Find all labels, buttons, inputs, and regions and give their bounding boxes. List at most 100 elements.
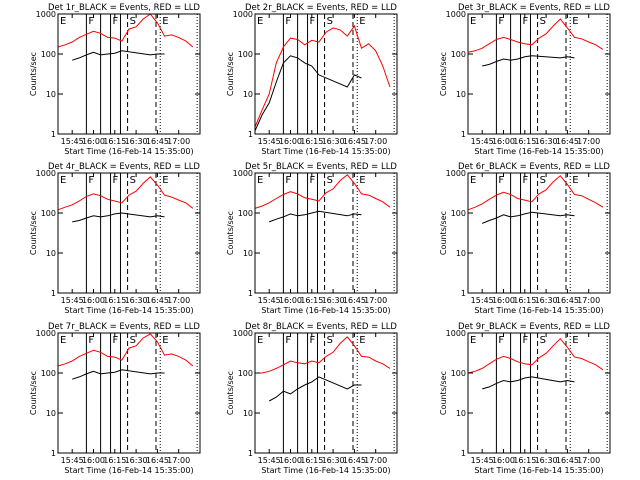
- x-tick-label: 16:15: [103, 296, 126, 305]
- events-series-line: [269, 210, 362, 223]
- x-tick-label: 16:15: [103, 137, 126, 146]
- event-marker-label: E: [60, 175, 66, 186]
- event-marker-label: F: [523, 16, 529, 27]
- y-tick-label: 1000: [446, 329, 466, 338]
- event-marker-label: E: [359, 175, 365, 186]
- x-tick-label: 15:45: [471, 456, 494, 465]
- y-tick-label: 100: [41, 50, 56, 59]
- y-axis-label: Counts/sec: [29, 371, 38, 415]
- events-series-line: [254, 55, 362, 132]
- event-marker-label: E: [359, 16, 365, 27]
- plot-frame: [467, 13, 611, 135]
- events-series-line: [72, 212, 165, 223]
- event-marker-label: F: [113, 16, 119, 27]
- y-tick-label: 100: [238, 50, 253, 59]
- x-tick-label: 16:45: [556, 456, 579, 465]
- panel-title: Det 3r_BLACK = Events, RED = LLD: [458, 3, 610, 13]
- event-marker-label: F: [498, 335, 504, 346]
- event-marker-label: E: [162, 16, 168, 27]
- x-axis-label: Start Time (16-Feb-14 15:35:00): [474, 306, 603, 315]
- event-marker-label: F: [523, 335, 529, 346]
- y-tick-label: 1: [461, 289, 466, 298]
- y-tick-label: 10: [456, 409, 466, 418]
- plot-frame: [57, 332, 201, 454]
- x-tick-label: 16:45: [343, 456, 366, 465]
- x-tick-label: 16:30: [535, 137, 558, 146]
- y-axis-label: Counts/sec: [439, 52, 448, 96]
- lld-series-line: [57, 333, 194, 367]
- y-tick-label: 1: [51, 130, 56, 139]
- x-tick-label: 17:00: [577, 456, 600, 465]
- event-marker-label: E: [470, 16, 476, 27]
- event-marker-label: F: [310, 16, 316, 27]
- y-tick-label: 1000: [36, 10, 56, 19]
- y-tick-label: 100: [41, 369, 56, 378]
- y-tick-label: 100: [238, 209, 253, 218]
- events-series-line: [268, 376, 362, 402]
- x-tick-label: 15:45: [61, 456, 84, 465]
- event-marker-label: F: [113, 335, 119, 346]
- event-marker-label: F: [523, 175, 529, 186]
- event-marker-label: E: [257, 335, 263, 346]
- plot-frame: [254, 13, 398, 135]
- panel-title: Det 1r_BLACK = Events, RED = LLD: [48, 3, 200, 13]
- y-tick-label: 1: [461, 130, 466, 139]
- x-tick-label: 16:15: [300, 296, 323, 305]
- plot-frame: [254, 172, 398, 294]
- x-tick-label: 16:00: [279, 456, 302, 465]
- x-axis-label: Start Time (16-Feb-14 15:35:00): [474, 466, 603, 475]
- y-tick-label: 10: [243, 90, 253, 99]
- event-marker-label: S: [540, 175, 546, 186]
- event-marker-label: F: [113, 175, 119, 186]
- event-marker-label: F: [88, 335, 94, 346]
- plot-frame: [57, 172, 201, 294]
- x-tick-label: 15:45: [258, 137, 281, 146]
- event-marker-label: F: [88, 175, 94, 186]
- plot-frame: [467, 172, 611, 294]
- event-marker-label: S: [540, 16, 546, 27]
- y-axis-label: Counts/sec: [226, 52, 235, 96]
- x-tick-label: 16:00: [279, 137, 302, 146]
- y-axis-label: Counts/sec: [226, 211, 235, 255]
- x-tick-label: 16:45: [146, 296, 169, 305]
- y-tick-label: 10: [243, 249, 253, 258]
- x-tick-label: 16:00: [82, 296, 105, 305]
- panel-title: Det 5r_BLACK = Events, RED = LLD: [245, 162, 397, 172]
- event-marker-label: F: [498, 16, 504, 27]
- event-marker-label: S: [130, 335, 136, 346]
- event-marker-label: E: [60, 335, 66, 346]
- y-tick-label: 100: [451, 50, 466, 59]
- event-marker-label: E: [470, 335, 476, 346]
- event-marker-label: E: [162, 175, 168, 186]
- x-tick-label: 16:30: [322, 456, 345, 465]
- x-axis-label: Start Time (16-Feb-14 15:35:00): [474, 147, 603, 156]
- x-tick-label: 16:15: [300, 137, 323, 146]
- y-tick-label: 100: [451, 209, 466, 218]
- y-axis-label: Counts/sec: [226, 371, 235, 415]
- event-marker-label: S: [327, 175, 333, 186]
- panel-title: Det 8r_BLACK = Events, RED = LLD: [245, 322, 397, 332]
- y-tick-label: 1000: [36, 169, 56, 178]
- lld-series-line: [57, 13, 194, 48]
- event-marker-label: F: [285, 335, 291, 346]
- x-tick-label: 16:15: [513, 296, 536, 305]
- panel-title: Det 9r_BLACK = Events, RED = LLD: [458, 322, 610, 332]
- event-marker-label: E: [572, 335, 578, 346]
- x-axis-label: Start Time (16-Feb-14 15:35:00): [64, 306, 193, 315]
- y-tick-label: 10: [243, 409, 253, 418]
- x-tick-label: 15:45: [258, 456, 281, 465]
- event-marker-label: E: [60, 16, 66, 27]
- y-tick-label: 1: [248, 449, 253, 458]
- x-tick-label: 16:45: [343, 296, 366, 305]
- plot-frame: [57, 13, 201, 135]
- event-marker-label: E: [257, 175, 263, 186]
- x-tick-label: 17:00: [577, 137, 600, 146]
- lld-series-line: [467, 337, 604, 374]
- x-tick-label: 16:45: [343, 137, 366, 146]
- event-marker-label: F: [498, 175, 504, 186]
